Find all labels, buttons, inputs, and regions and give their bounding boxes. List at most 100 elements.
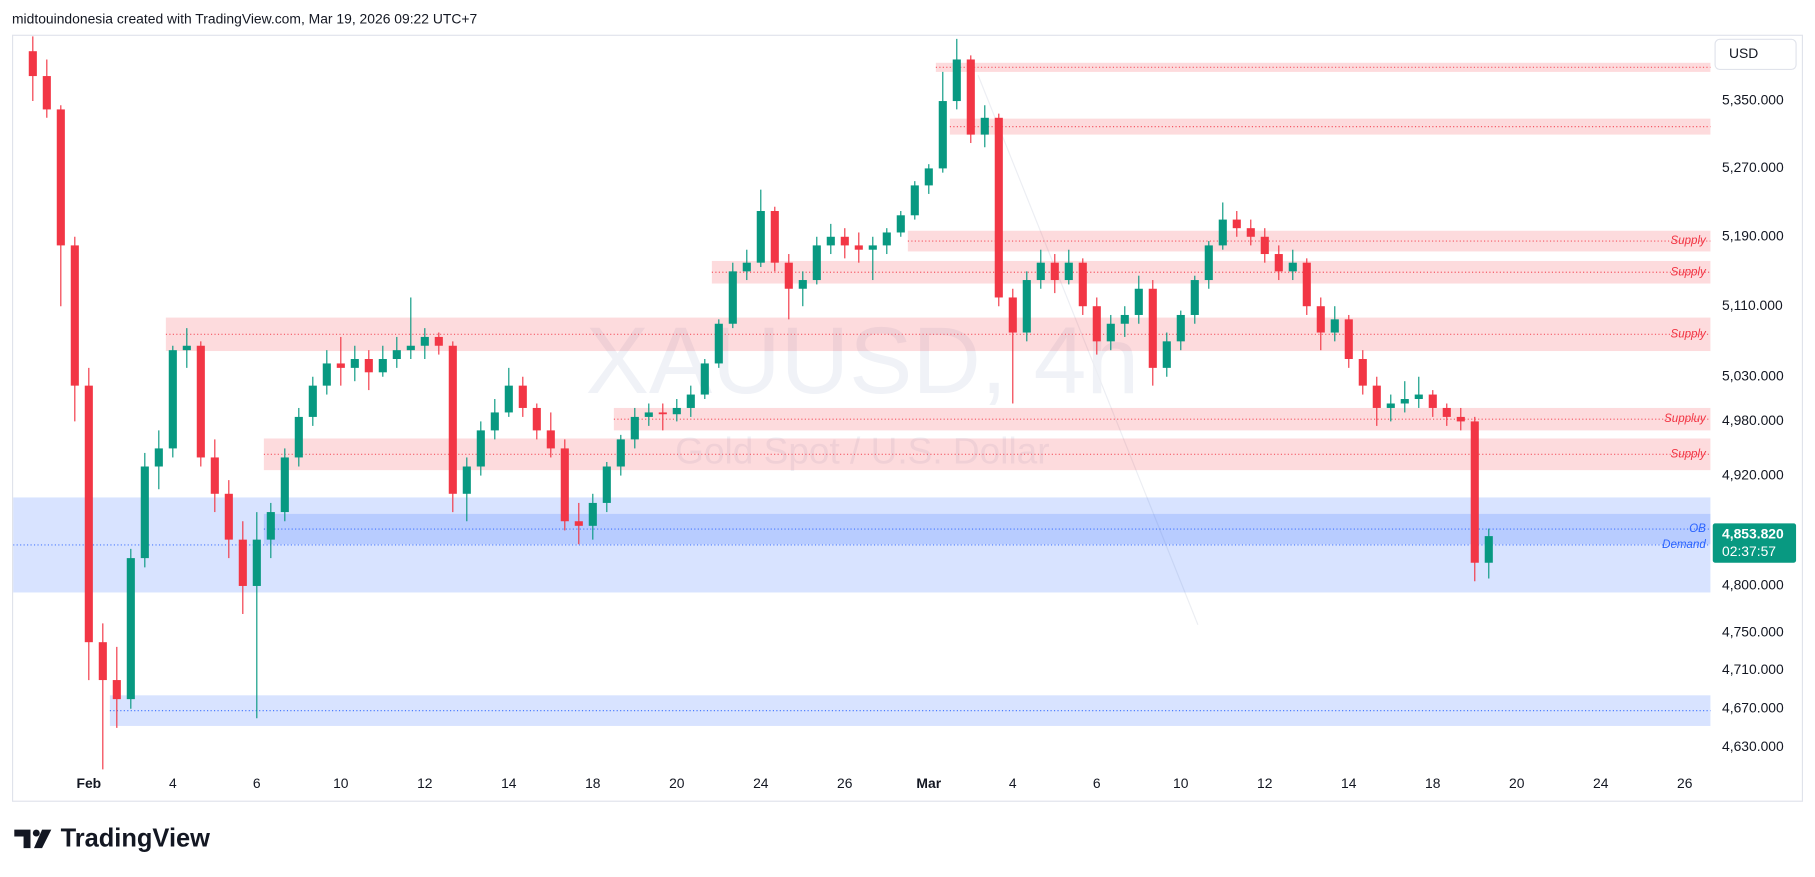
candle-body	[1176, 314, 1185, 342]
candle-body	[392, 350, 401, 360]
candle-body	[854, 245, 863, 250]
candle-body	[1260, 236, 1269, 255]
header: midtouindonesia created with TradingView…	[12, 10, 477, 26]
y-tick-label: 5,190.000	[1722, 227, 1784, 243]
candle-body	[1344, 319, 1353, 360]
zone	[613, 407, 1711, 431]
zones	[13, 62, 1711, 726]
candle-body	[1372, 385, 1381, 408]
trend-line	[977, 74, 1199, 625]
watermark-subtitle: Gold Spot / U.S. Dollar	[675, 429, 1049, 471]
candle-body	[1190, 280, 1199, 315]
currency-button[interactable]	[1714, 38, 1797, 70]
candle-body	[350, 359, 359, 368]
candle-body	[658, 412, 667, 415]
zone-label: Supply	[1671, 235, 1708, 247]
logo-mark	[14, 829, 31, 849]
x-tick-label: 18	[1425, 775, 1441, 791]
y-tick-label: 5,270.000	[1722, 159, 1784, 175]
x-tick-label: 10	[333, 775, 349, 791]
x-tick-label: Mar	[916, 775, 941, 791]
candle-body	[266, 512, 275, 540]
y-tick-label: 5,110.000	[1722, 297, 1783, 313]
brand: TradingView	[61, 825, 211, 853]
candle-body	[42, 76, 51, 110]
candle-body	[84, 385, 93, 643]
candle-body	[154, 448, 163, 467]
watermark-title: XAUUSD, 4h	[586, 308, 1140, 414]
candle-body	[574, 521, 583, 526]
candle-body	[532, 407, 541, 431]
x-tick-label: Feb	[76, 775, 101, 791]
candle-body	[798, 280, 807, 289]
candle-body	[98, 642, 107, 681]
candle-body	[826, 236, 835, 246]
candle-body	[560, 448, 569, 522]
candle-body	[644, 412, 653, 417]
candle-body	[70, 245, 79, 386]
candle-body	[1092, 306, 1101, 342]
candle-body	[1036, 262, 1045, 281]
candle-body	[994, 117, 1003, 298]
candle-body	[308, 385, 317, 417]
candle-body	[224, 493, 233, 540]
candle-body	[126, 558, 135, 700]
zone	[907, 230, 1711, 252]
candle-body	[686, 394, 695, 408]
candle-body	[1218, 219, 1227, 246]
zone	[13, 497, 1711, 593]
candle-body	[1442, 407, 1451, 417]
last-price-box	[1712, 523, 1797, 563]
y-tick-label: 4,630.000	[1722, 738, 1784, 754]
candle-body	[1316, 306, 1325, 333]
candle-body	[770, 211, 779, 263]
candle-body	[1456, 416, 1465, 422]
zone-label: OB	[1689, 523, 1706, 535]
candle-body	[910, 185, 919, 216]
candle-body	[1428, 394, 1437, 408]
candle-body	[1022, 280, 1031, 333]
candle-body	[434, 336, 443, 346]
candle-body	[1050, 262, 1059, 281]
zone-label: Demand	[1662, 539, 1706, 551]
candle-body	[1484, 536, 1493, 563]
candle-body	[490, 412, 499, 431]
logo-dot	[32, 829, 40, 837]
candles	[28, 36, 1493, 770]
y-tick-label: 4,670.000	[1722, 699, 1784, 715]
candle-body	[336, 363, 345, 368]
zone	[949, 118, 1711, 135]
x-tick-label: 26	[837, 775, 853, 791]
last-price-label: 4,853.820	[1722, 526, 1784, 542]
candle-body	[630, 416, 639, 440]
candle-body	[56, 109, 65, 246]
candle-body	[700, 363, 709, 395]
candle-body	[1120, 314, 1129, 324]
zone	[935, 62, 1711, 72]
candle-body	[868, 245, 877, 250]
candle-body	[1106, 323, 1115, 342]
y-tick-label: 5,350.000	[1722, 92, 1784, 108]
candle-body	[1470, 421, 1479, 563]
candle-body	[882, 232, 891, 246]
zone-label: Suppluy	[1664, 413, 1707, 425]
candle-body	[952, 59, 961, 102]
candle-body	[924, 168, 933, 186]
x-tick-label: 12	[417, 775, 433, 791]
x-tick-label: 10	[1173, 775, 1189, 791]
zone-label: Supply	[1671, 328, 1708, 340]
candle-body	[28, 51, 37, 77]
candle-body	[294, 416, 303, 458]
candle-body	[1078, 262, 1087, 307]
candle-body	[252, 539, 261, 586]
candle-body	[420, 336, 429, 346]
candle-body	[1288, 262, 1297, 272]
x-tick-label: 14	[501, 775, 517, 791]
candle-body	[602, 466, 611, 503]
zone-label: Supply	[1671, 266, 1708, 278]
x-tick-label: 20	[669, 775, 685, 791]
candle-body	[1414, 394, 1423, 400]
candle-body	[322, 363, 331, 386]
candle-body	[196, 345, 205, 458]
